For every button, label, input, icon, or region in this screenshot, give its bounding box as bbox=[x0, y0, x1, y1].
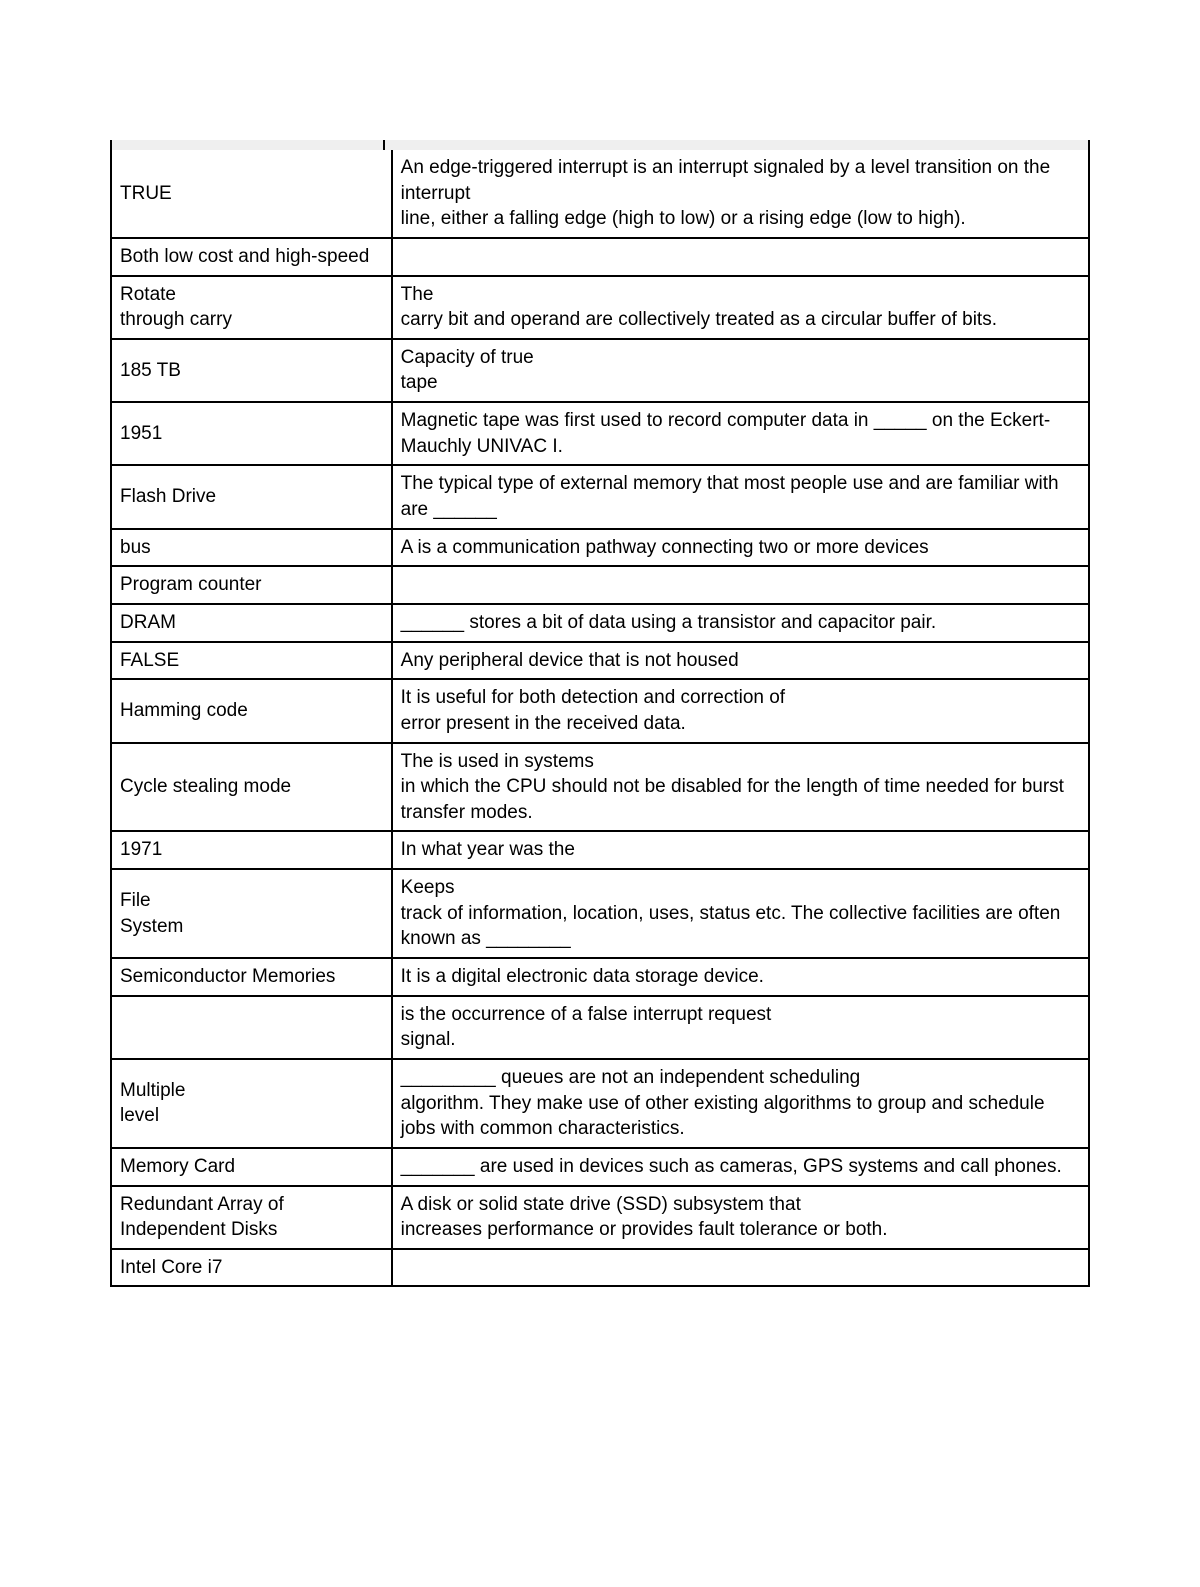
term-cell: 185 TB bbox=[111, 339, 392, 402]
term-cell: Both low cost and high-speed bbox=[111, 238, 392, 276]
definition-cell: A disk or solid state drive (SSD) subsys… bbox=[392, 1186, 1089, 1249]
table-row: Intel Core i7 bbox=[111, 1249, 1089, 1287]
definition-cell: ______ stores a bit of data using a tran… bbox=[392, 604, 1089, 642]
table-row: Multiplelevel_________ queues are not an… bbox=[111, 1059, 1089, 1148]
definition-cell: Thecarry bit and operand are collectivel… bbox=[392, 276, 1089, 339]
term-cell: Rotatethrough carry bbox=[111, 276, 392, 339]
table-row: 1951Magnetic tape was first used to reco… bbox=[111, 402, 1089, 465]
definition-cell: In what year was the bbox=[392, 831, 1089, 869]
table-row: Memory Card_______ are used in devices s… bbox=[111, 1148, 1089, 1186]
definition-cell: Keepstrack of information, location, use… bbox=[392, 869, 1089, 958]
definition-cell: Capacity of truetape bbox=[392, 339, 1089, 402]
table-row: Semiconductor MemoriesIt is a digital el… bbox=[111, 958, 1089, 996]
term-cell: Hamming code bbox=[111, 679, 392, 742]
table-row: Redundant Array of Independent DisksA di… bbox=[111, 1186, 1089, 1249]
term-cell: Multiplelevel bbox=[111, 1059, 392, 1148]
table-row: Both low cost and high-speed bbox=[111, 238, 1089, 276]
definition-cell: It is useful for both detection and corr… bbox=[392, 679, 1089, 742]
table-row: FALSEAny peripheral device that is not h… bbox=[111, 642, 1089, 680]
definition-cell: An edge-triggered interrupt is an interr… bbox=[392, 150, 1089, 238]
definition-cell: It is a digital electronic data storage … bbox=[392, 958, 1089, 996]
term-cell: Semiconductor Memories bbox=[111, 958, 392, 996]
term-cell: DRAM bbox=[111, 604, 392, 642]
term-cell: Program counter bbox=[111, 566, 392, 604]
table-row: DRAM______ stores a bit of data using a … bbox=[111, 604, 1089, 642]
definition-cell bbox=[392, 566, 1089, 604]
table-row: Rotatethrough carryThecarry bit and oper… bbox=[111, 276, 1089, 339]
term-cell: Redundant Array of Independent Disks bbox=[111, 1186, 392, 1249]
table-top-sliver bbox=[110, 140, 1090, 150]
table-row: TRUEAn edge-triggered interrupt is an in… bbox=[111, 150, 1089, 238]
term-cell: FileSystem bbox=[111, 869, 392, 958]
study-table-body: TRUEAn edge-triggered interrupt is an in… bbox=[111, 150, 1089, 1286]
table-row: Flash DriveThe typical type of external … bbox=[111, 465, 1089, 528]
term-cell: TRUE bbox=[111, 150, 392, 238]
term-cell: FALSE bbox=[111, 642, 392, 680]
definition-cell: Magnetic tape was first used to record c… bbox=[392, 402, 1089, 465]
table-row: busA is a communication pathway connecti… bbox=[111, 529, 1089, 567]
table-row: Program counter bbox=[111, 566, 1089, 604]
definition-cell: The typical type of external memory that… bbox=[392, 465, 1089, 528]
table-row: Hamming codeIt is useful for both detect… bbox=[111, 679, 1089, 742]
table-row: is the occurrence of a false interrupt r… bbox=[111, 996, 1089, 1059]
term-cell: Flash Drive bbox=[111, 465, 392, 528]
definition-cell: The is used in systemsin which the CPU s… bbox=[392, 743, 1089, 832]
definition-cell: A is a communication pathway connecting … bbox=[392, 529, 1089, 567]
term-cell: 1971 bbox=[111, 831, 392, 869]
definition-cell: Any peripheral device that is not housed bbox=[392, 642, 1089, 680]
definition-cell: _________ queues are not an independent … bbox=[392, 1059, 1089, 1148]
definition-cell: is the occurrence of a false interrupt r… bbox=[392, 996, 1089, 1059]
term-cell: Memory Card bbox=[111, 1148, 392, 1186]
term-cell: bus bbox=[111, 529, 392, 567]
study-table: TRUEAn edge-triggered interrupt is an in… bbox=[110, 150, 1090, 1287]
term-cell: Intel Core i7 bbox=[111, 1249, 392, 1287]
table-row: 1971In what year was the bbox=[111, 831, 1089, 869]
term-cell bbox=[111, 996, 392, 1059]
table-row: Cycle stealing modeThe is used in system… bbox=[111, 743, 1089, 832]
definition-cell bbox=[392, 1249, 1089, 1287]
table-row: 185 TBCapacity of truetape bbox=[111, 339, 1089, 402]
page: TRUEAn edge-triggered interrupt is an in… bbox=[0, 0, 1200, 1587]
term-cell: 1951 bbox=[111, 402, 392, 465]
definition-cell bbox=[392, 238, 1089, 276]
definition-cell: _______ are used in devices such as came… bbox=[392, 1148, 1089, 1186]
table-row: FileSystemKeepstrack of information, loc… bbox=[111, 869, 1089, 958]
term-cell: Cycle stealing mode bbox=[111, 743, 392, 832]
